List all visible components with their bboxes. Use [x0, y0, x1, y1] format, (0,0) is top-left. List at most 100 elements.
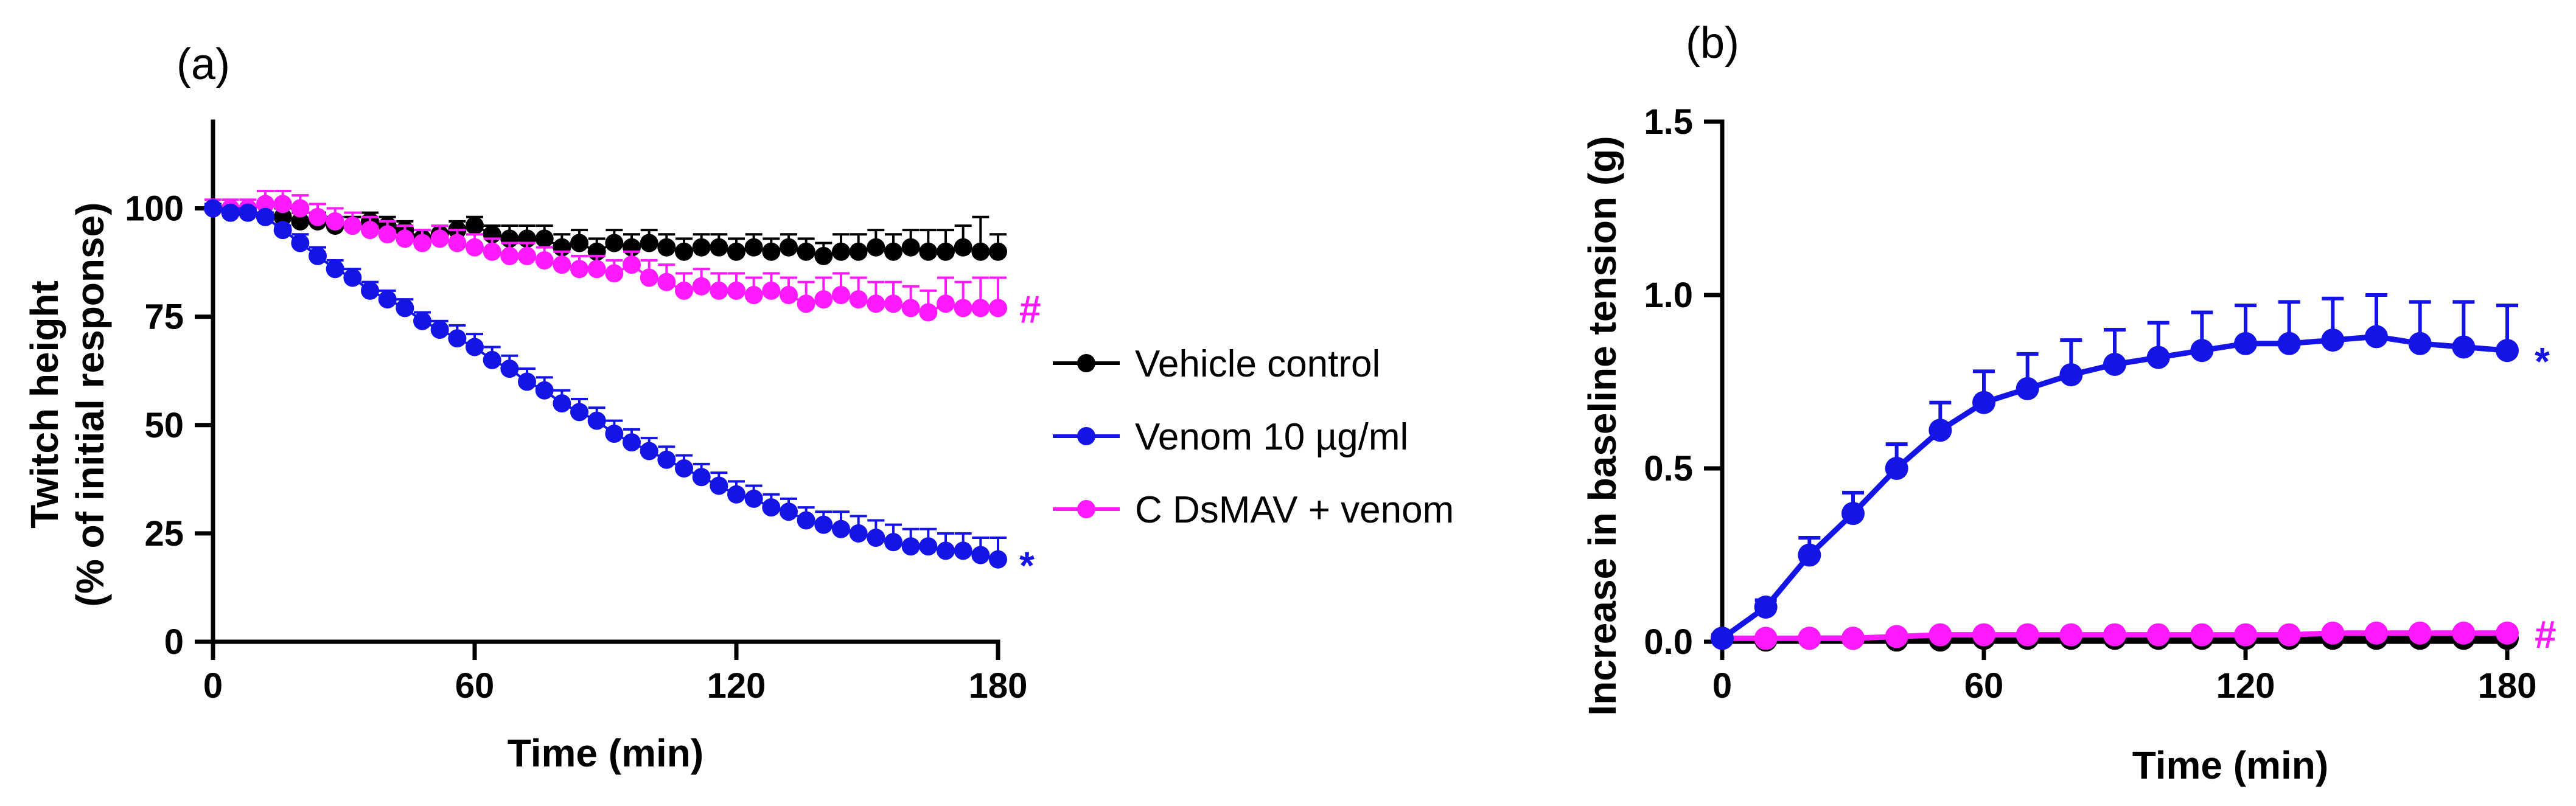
panel-b-y-tick-label: 1.0 — [1644, 276, 1693, 315]
panel-a-c-dsmav-venom-point — [518, 246, 536, 265]
panel-a-vehicle-control-point — [989, 242, 1007, 261]
legend-item-vehicle-control: Vehicle control — [1053, 343, 1380, 385]
panel-a-venom-10-g-ml-point — [256, 207, 274, 226]
panel-b-venom-10-g-ml-point — [2452, 335, 2476, 359]
panel-a-c-dsmav-venom-point — [430, 229, 449, 248]
panel-b-venom-10-g-ml-point — [1711, 627, 1734, 650]
panel-b-venom-10-g-ml-point — [1754, 596, 1778, 619]
panel-a-c-dsmav-venom-point — [971, 299, 990, 318]
panel-b-y-tick-label: 0.5 — [1644, 449, 1693, 488]
panel-b-y-tick-label: 1.5 — [1644, 102, 1693, 142]
legend-label-cdsmav: C DsMAV + venom — [1135, 489, 1454, 531]
panel-a-venom-10-g-ml-point — [518, 372, 536, 391]
panel-a-c-dsmav-venom-series — [204, 190, 1007, 322]
panel-a-venom-10-g-ml-point — [814, 515, 833, 534]
panel-a-c-dsmav-venom-point — [919, 303, 938, 322]
panel-a-vehicle-control-point — [466, 217, 484, 235]
panel-b-ylabel: Increase in baseline tension (g) — [1580, 136, 1624, 715]
panel-a-vehicle-control-point — [867, 238, 885, 257]
panel-a-c-dsmav-venom-point — [867, 294, 885, 313]
panel-a-venom-10-g-ml-point — [780, 502, 798, 521]
panel-a-y-tick-label: 50 — [144, 406, 184, 445]
panel-a-c-dsmav-venom-point — [500, 246, 519, 265]
panel-b-y-tick-label: 0.0 — [1644, 622, 1693, 662]
panel-a-c-dsmav-venom-point — [256, 195, 274, 214]
panel-a-vehicle-control-point — [901, 238, 920, 257]
panel-a-c-dsmav-venom-point — [832, 286, 850, 304]
panel-b-venom-10-g-ml-point — [1929, 419, 1952, 442]
panel-b-venom-10-g-ml-point — [2496, 339, 2519, 363]
panel-a-c-dsmav-venom-point — [657, 273, 676, 291]
panel-a-vehicle-control-point — [692, 238, 711, 257]
panel-a-venom-10-g-ml-point — [971, 546, 990, 565]
panel-a-annotations: #* — [1019, 287, 1041, 587]
panel-a-venom-10-g-ml-point — [291, 234, 310, 252]
panel-b-x-tick-label: 180 — [2478, 666, 2537, 706]
panel-a-venom-10-g-ml-point — [727, 485, 745, 504]
panel-b-venom-10-g-ml-point — [2146, 346, 2170, 369]
panel-b-venom-10-g-ml-point — [2016, 377, 2039, 400]
panel-a-vehicle-control-point — [710, 238, 728, 257]
panel-a-venom-10-g-ml-point — [797, 511, 815, 530]
panel-a-venom-10-g-ml-point — [867, 529, 885, 547]
panel-b-c-dsmav-venom-point — [2321, 621, 2345, 645]
panel-b-venom-10-g-ml-point — [2408, 332, 2432, 355]
panel-a-vehicle-control-point — [797, 242, 815, 261]
panel-a-venom-10-g-ml-point — [832, 519, 850, 538]
panel-a-c-dsmav-venom-point — [553, 255, 571, 274]
panel-a-vehicle-control-point — [605, 234, 624, 252]
panel-b-xlabel: Time (min) — [2132, 743, 2328, 787]
legend-marker-venom — [1077, 427, 1095, 445]
panel-a-c-dsmav-venom-point — [535, 251, 554, 269]
panel-a-chart: (a) Twitch height (% of initial response… — [23, 40, 1454, 775]
panel-a-vehicle-control-point — [884, 242, 902, 261]
panel-a-c-dsmav-venom-point — [466, 238, 484, 257]
panel-b-c-dsmav-venom-point — [2234, 623, 2257, 647]
panel-a-c-dsmav-venom-point — [762, 281, 781, 300]
panel-a-venom-10-g-ml-point — [483, 350, 501, 369]
panel-b-venom-10-g-ml-series — [1711, 293, 2519, 650]
panel-a-c-dsmav-venom-point — [937, 294, 955, 313]
panel-a-venom-10-g-ml-point — [605, 425, 624, 443]
panel-b-venom-10-g-ml-point — [2277, 332, 2301, 355]
panel-a-y-tick-label: 75 — [144, 297, 184, 337]
panel-a-c-dsmav-venom-point — [448, 234, 467, 252]
panel-b-c-dsmav-venom-point — [1754, 627, 1778, 650]
panel-b-venom-10-g-ml-point — [2059, 363, 2083, 387]
panel-b-venom-10-g-ml-point — [2321, 328, 2345, 352]
panel-b-c-dsmav-venom-point — [2365, 621, 2388, 645]
panel-a-venom-10-g-ml-point — [762, 498, 781, 517]
panel-a-venom-10-g-ml-point — [744, 489, 763, 508]
panel-b-significance-hash: # — [2535, 613, 2557, 656]
panel-a-vehicle-control-point — [954, 238, 972, 257]
panel-a-vehicle-control-point — [657, 238, 676, 257]
panel-b-venom-10-g-ml-point — [2190, 339, 2214, 363]
panel-a-c-dsmav-venom-point — [309, 207, 327, 226]
panel-a-vehicle-control-point — [919, 242, 938, 261]
panel-b-c-dsmav-venom-point — [2059, 623, 2083, 647]
panel-a-venom-10-g-ml-point — [901, 537, 920, 556]
panel-b-chart: (b) Increase in baseline tension (g) Tim… — [1580, 19, 2557, 787]
panel-a-venom-10-g-ml-point — [500, 360, 519, 378]
panel-b-series — [1711, 293, 2519, 652]
panel-a-c-dsmav-venom-point — [780, 286, 798, 304]
panel-a-label: (a) — [176, 40, 230, 89]
panel-a-venom-10-g-ml-point — [221, 203, 240, 222]
legend-label-venom: Venom 10 µg/ml — [1135, 416, 1408, 458]
panel-a-c-dsmav-venom-point — [849, 290, 868, 309]
panel-a-c-dsmav-venom-point — [727, 281, 745, 300]
panel-b-c-dsmav-venom-point — [2408, 621, 2432, 645]
panel-b-c-dsmav-venom-point — [1798, 627, 1821, 650]
panel-a-venom-10-g-ml-point — [623, 433, 641, 452]
panel-a-significance-hash: # — [1019, 287, 1041, 331]
panel-a-c-dsmav-venom-point — [744, 286, 763, 304]
panel-a-venom-10-g-ml-point — [919, 537, 938, 556]
panel-a-venom-10-g-ml-point — [570, 403, 588, 422]
panel-a-vehicle-control-point — [291, 212, 310, 231]
panel-a-venom-10-g-ml-point — [309, 246, 327, 265]
panel-b-venom-10-g-ml-point — [2234, 332, 2257, 355]
panel-a-c-dsmav-venom-point — [361, 221, 379, 240]
panel-a-venom-10-g-ml-point — [884, 533, 902, 552]
panel-b-c-dsmav-venom-series — [1711, 621, 2519, 650]
panel-b-axes: 0 60 120 180 0.0 0.5 1.0 1.5 — [1644, 102, 2536, 706]
